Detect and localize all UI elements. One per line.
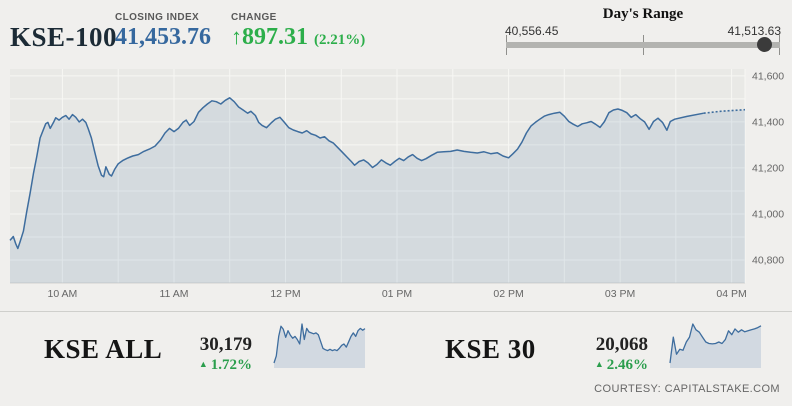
change-value: ↑897.31 (2.21%) xyxy=(231,24,366,50)
svg-text:40,800: 40,800 xyxy=(752,255,784,267)
kse-all-title: KSE ALL xyxy=(44,334,163,364)
svg-text:11 AM: 11 AM xyxy=(160,288,189,300)
svg-text:41,600: 41,600 xyxy=(752,70,784,82)
kse-all-percent: ▲ 1.72% xyxy=(198,357,252,373)
closing-index-stat: CLOSING INDEX 41,453.76 xyxy=(115,12,211,51)
up-triangle-icon: ▲ xyxy=(594,359,604,369)
up-arrow-icon: ↑ xyxy=(231,24,242,49)
days-range-knob[interactable] xyxy=(756,37,772,52)
section-divider xyxy=(0,311,792,312)
kse-30-stats: 20,068 ▲ 2.46% xyxy=(576,334,648,374)
svg-text:41,200: 41,200 xyxy=(752,162,784,174)
days-range-high: 41,513.63 xyxy=(727,24,781,38)
days-range-widget: Day's Range 40,556.45 41,513.63 xyxy=(505,6,781,58)
up-triangle-icon: ▲ xyxy=(198,359,208,369)
kse-all-stats: 30,179 ▲ 1.72% xyxy=(180,334,252,374)
kse-all-value: 30,179 xyxy=(199,334,252,355)
kse-30-sparkline xyxy=(669,323,762,368)
change-percent: (2.21%) xyxy=(314,32,366,48)
svg-text:03 PM: 03 PM xyxy=(605,288,635,300)
svg-text:04 PM: 04 PM xyxy=(716,288,746,300)
kse-30-value: 20,068 xyxy=(595,334,648,355)
svg-text:01 PM: 01 PM xyxy=(382,288,412,300)
svg-text:41,400: 41,400 xyxy=(752,116,784,128)
kse-30-percent: ▲ 2.46% xyxy=(594,357,648,373)
courtesy-credit: COURTESY: CAPITALSTAKE.COM xyxy=(594,383,780,395)
svg-text:02 PM: 02 PM xyxy=(493,288,523,300)
kse-all-sparkline xyxy=(273,323,366,368)
svg-text:12 PM: 12 PM xyxy=(270,288,300,300)
change-label: CHANGE xyxy=(231,12,277,23)
closing-index-value: 41,453.76 xyxy=(115,24,211,50)
index-title: KSE-100 xyxy=(10,22,118,52)
svg-text:10 AM: 10 AM xyxy=(48,288,78,300)
days-range-title: Day's Range xyxy=(602,6,684,22)
days-range-low: 40,556.45 xyxy=(505,24,559,38)
kse-30-title: KSE 30 xyxy=(445,334,536,364)
closing-index-label: CLOSING INDEX xyxy=(115,12,200,23)
days-range-track[interactable] xyxy=(506,42,780,48)
kse100-intraday-chart[interactable]: 41,600 41,400 41,200 41,000 40,800 10 AM 11 AM… xyxy=(0,60,792,306)
svg-text:41,000: 41,000 xyxy=(752,209,784,221)
change-stat: CHANGE ↑897.31 (2.21%) xyxy=(231,12,365,51)
